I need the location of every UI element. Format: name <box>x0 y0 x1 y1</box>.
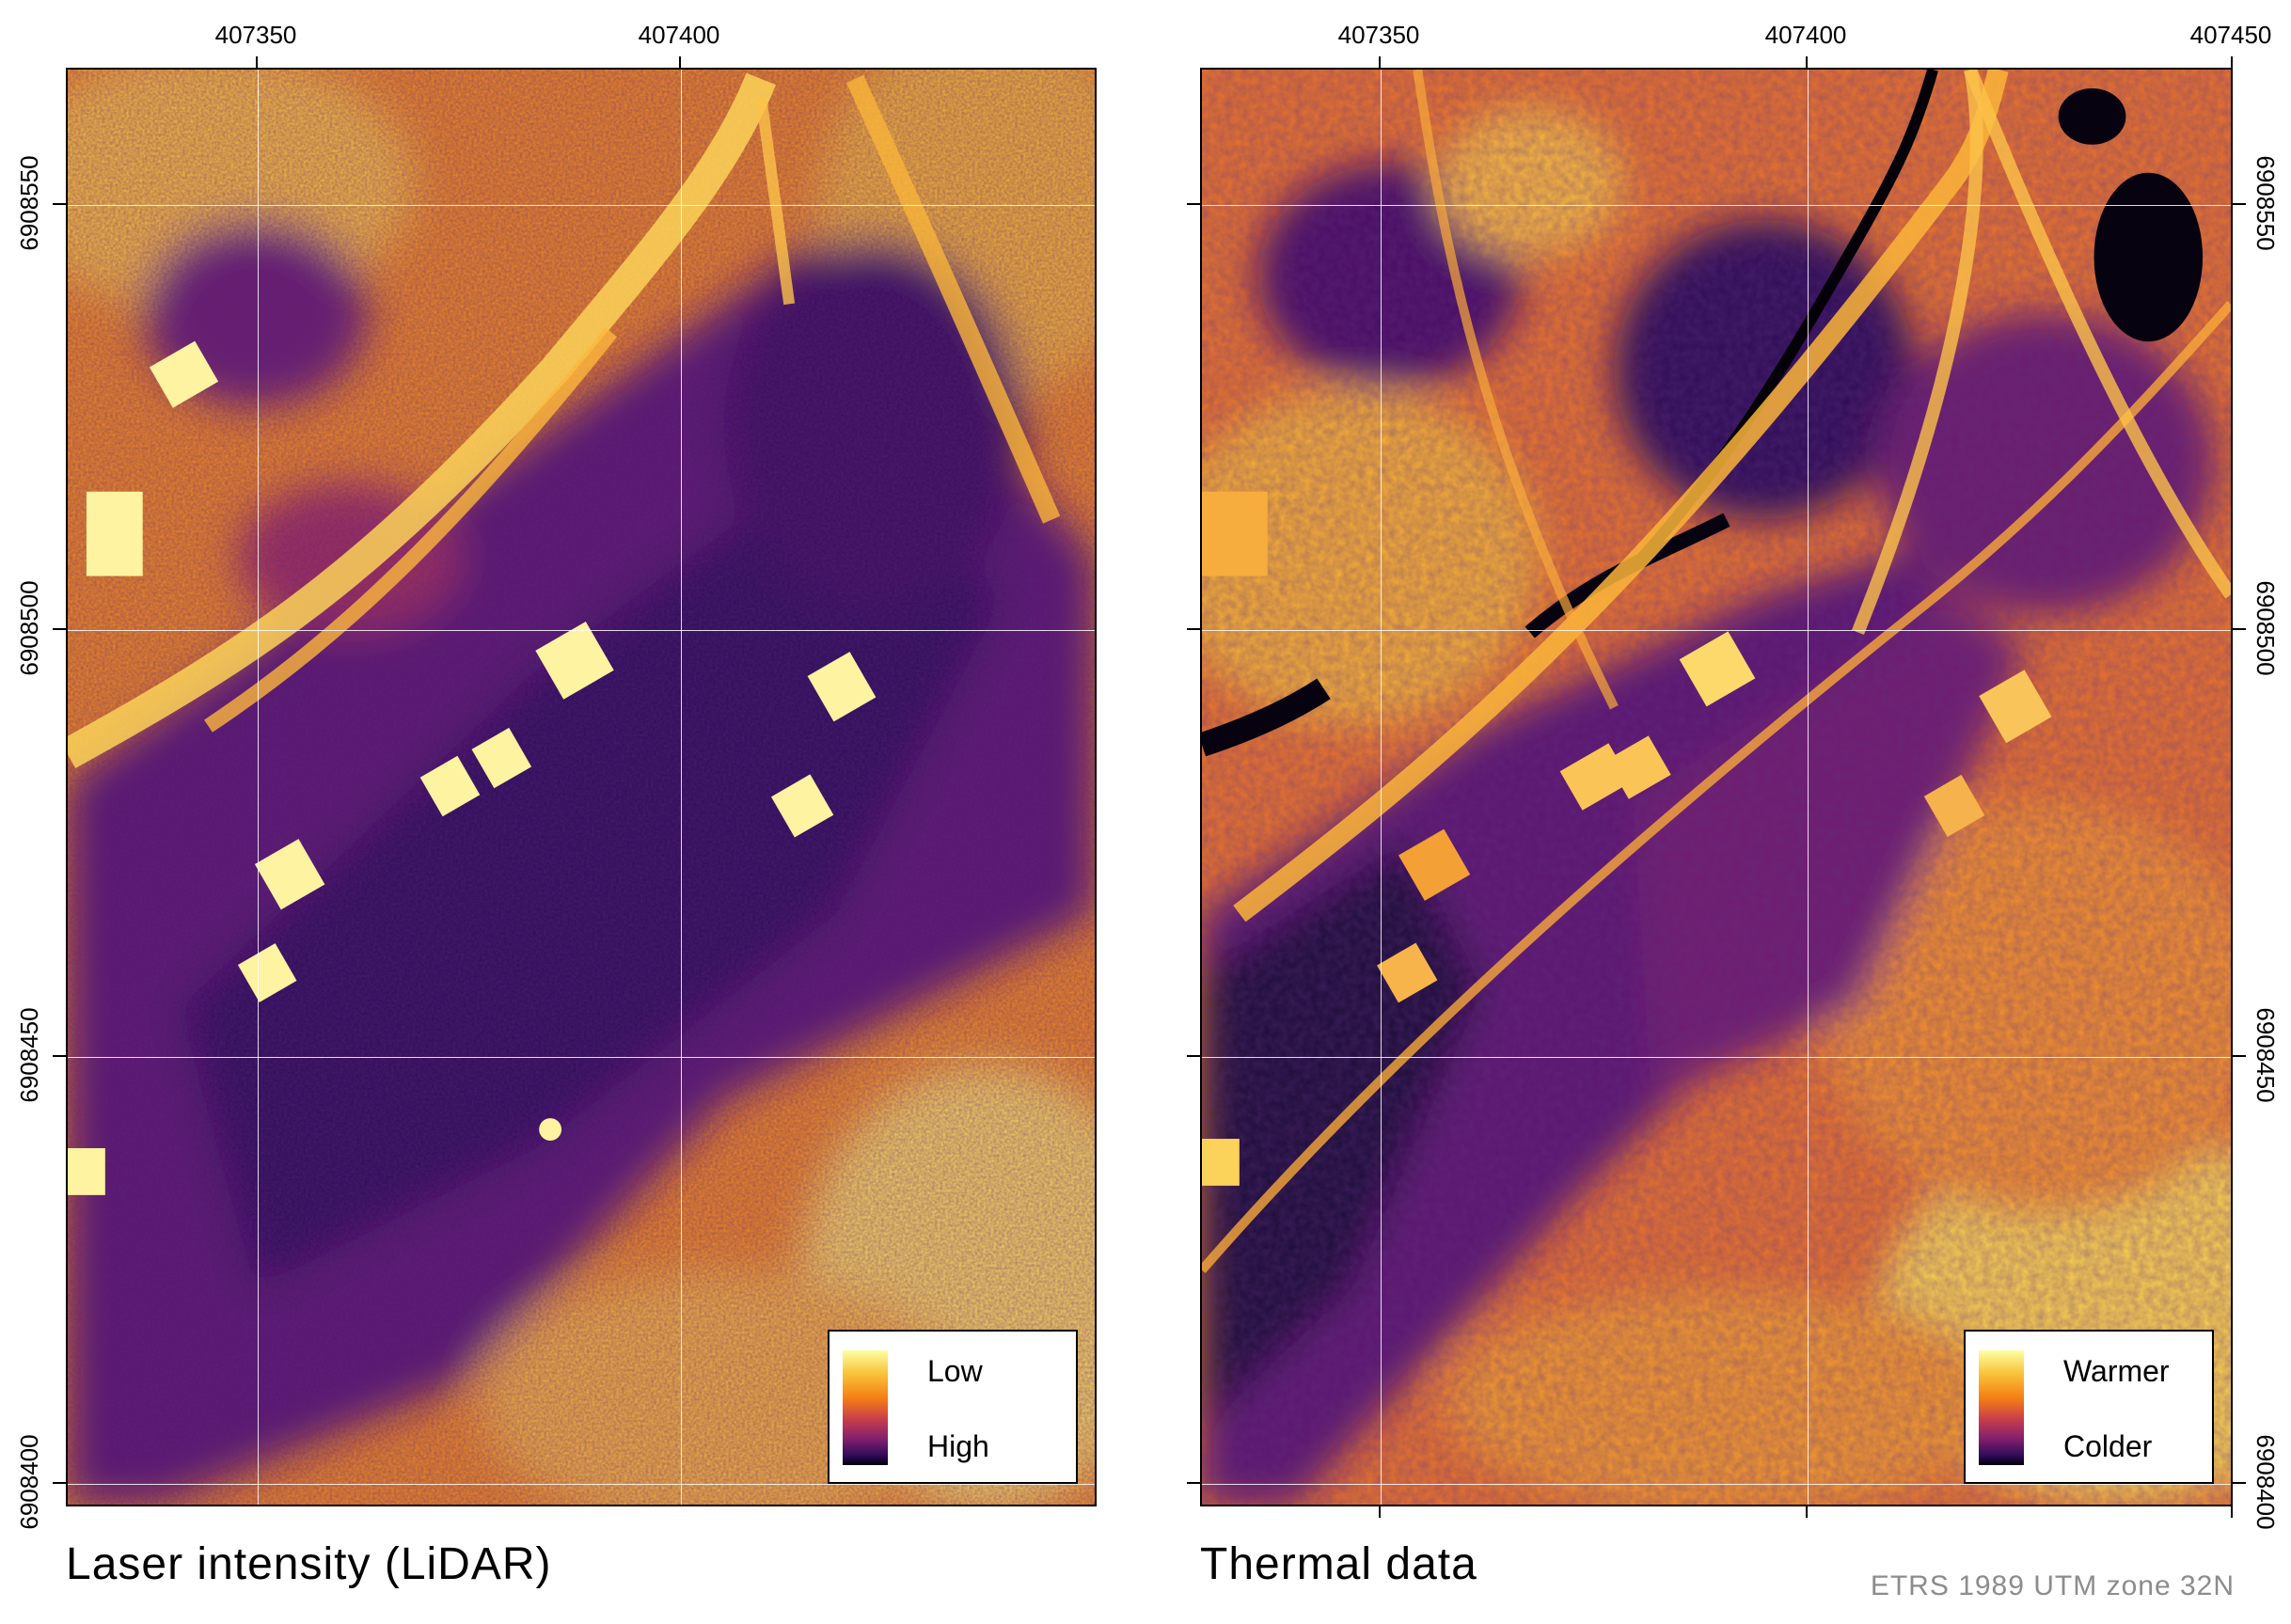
legend-top-label: Warmer <box>2063 1354 2170 1388</box>
gridline-northing <box>68 1057 1095 1058</box>
y-tick <box>53 203 66 205</box>
panel-title: Thermal data <box>1200 1539 1477 1589</box>
thermal-raster <box>1202 70 2231 1505</box>
legend-color-ramp <box>843 1350 888 1465</box>
coordinate-system-note: ETRS 1989 UTM zone 32N <box>1870 1570 2235 1601</box>
y-axis-label-6908550: 6908550 <box>15 155 43 251</box>
thermal-panel: 407350 407400 407450 6908550 6908500 690… <box>1129 0 2291 1624</box>
legend-top-label: Low <box>927 1354 983 1388</box>
y-tick <box>1187 1482 1200 1484</box>
gridline-easting <box>258 70 259 1505</box>
lidar-map[interactable]: Low High <box>66 68 1097 1506</box>
y-axis-label-6908450: 6908450 <box>15 1007 43 1103</box>
x-tick <box>1379 56 1381 68</box>
y-tick <box>53 1482 66 1484</box>
lidar-intensity-raster <box>68 70 1095 1505</box>
gridline-northing <box>1202 630 2231 631</box>
y-tick <box>1187 1055 1200 1057</box>
x-axis-label-407350: 407350 <box>214 21 297 49</box>
y-tick-right <box>2233 1055 2246 1057</box>
x-tick-bottom <box>1806 1506 1808 1518</box>
legend-bottom-label: High <box>927 1429 989 1463</box>
x-axis-label-407400: 407400 <box>638 21 720 49</box>
legend-color-ramp <box>1979 1350 2024 1465</box>
thermal-map[interactable]: Warmer Colder <box>1200 68 2233 1506</box>
x-tick <box>2231 56 2233 68</box>
x-axis-label-407350: 407350 <box>1337 21 1420 49</box>
y-tick <box>1187 628 1200 630</box>
x-tick-bottom <box>1379 1506 1381 1518</box>
y-tick-right <box>2233 628 2246 630</box>
y-axis-label-6908500: 6908500 <box>15 580 43 676</box>
x-axis-label-407400: 407400 <box>1764 21 1847 49</box>
gridline-easting <box>681 70 682 1505</box>
y-tick-right <box>2233 203 2246 205</box>
gridline-northing <box>1202 205 2231 206</box>
x-axis-label-407450: 407450 <box>2189 21 2272 49</box>
y-axis-label-6908450: 6908450 <box>2252 1007 2280 1103</box>
lidar-legend: Low High <box>828 1330 1078 1484</box>
y-tick <box>53 628 66 630</box>
legend-bottom-label: Colder <box>2063 1429 2153 1463</box>
y-axis-label-6908500: 6908500 <box>2252 580 2280 676</box>
gridline-northing <box>68 205 1095 206</box>
x-tick <box>679 56 681 68</box>
gridline-easting <box>1381 70 1382 1505</box>
gridline-northing <box>68 630 1095 631</box>
thermal-legend: Warmer Colder <box>1964 1330 2214 1484</box>
lidar-panel: 407350 407400 6908550 6908500 6908450 69… <box>0 0 1129 1624</box>
y-axis-label-6908550: 6908550 <box>2252 155 2280 251</box>
panel-title: Laser intensity (LiDAR) <box>66 1539 552 1589</box>
y-axis-label-6908400: 6908400 <box>2252 1434 2280 1530</box>
gridline-northing <box>1202 1057 2231 1058</box>
y-tick-right <box>2233 1482 2246 1484</box>
y-axis-label-6908400: 6908400 <box>15 1434 43 1530</box>
x-tick-bottom <box>2231 1506 2233 1518</box>
x-tick <box>1806 56 1808 68</box>
gridline-northing <box>68 1484 1095 1485</box>
y-tick <box>53 1055 66 1057</box>
x-tick <box>256 56 258 68</box>
gridline-northing <box>1202 1484 2231 1485</box>
gridline-easting <box>1808 70 1809 1505</box>
y-tick <box>1187 203 1200 205</box>
